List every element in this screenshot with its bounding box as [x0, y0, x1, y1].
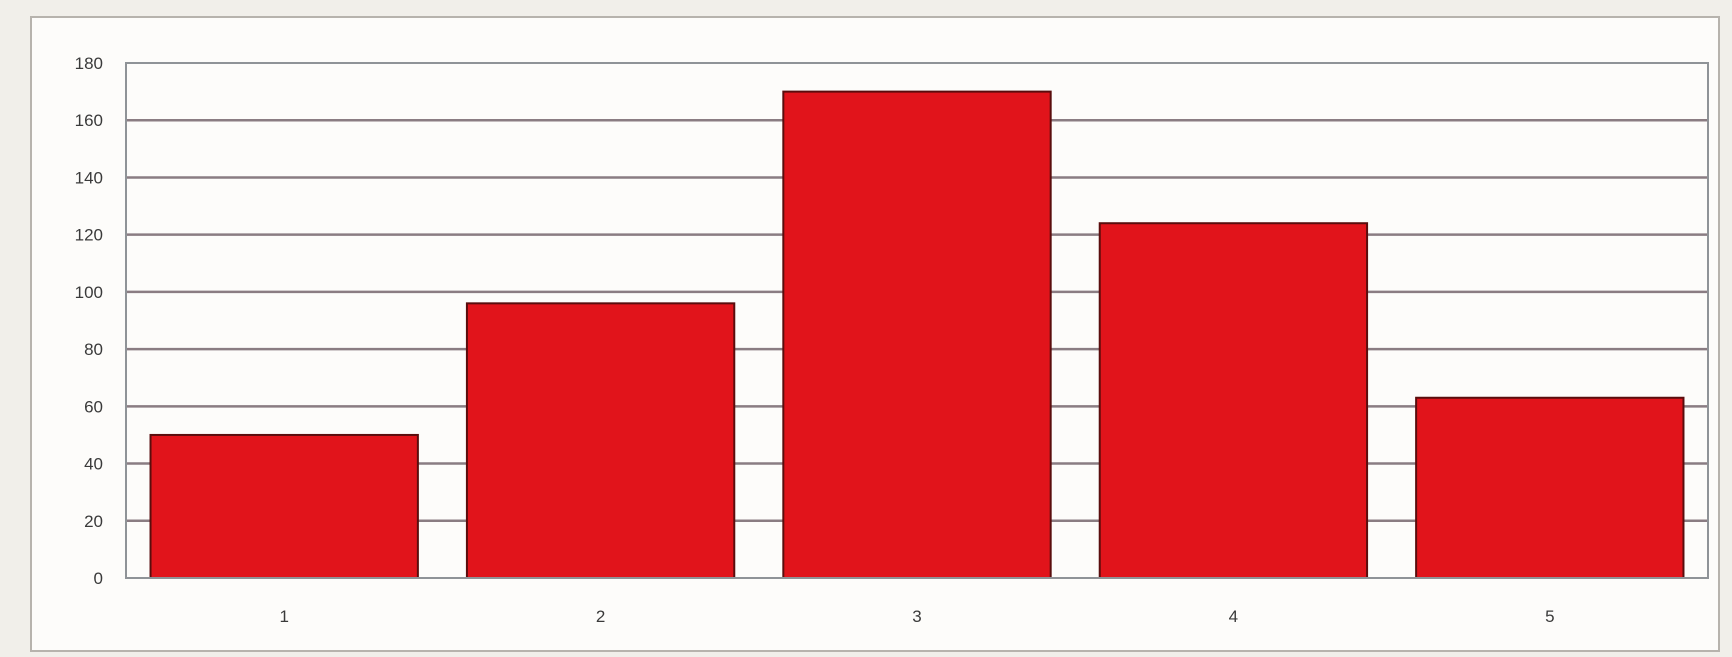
- bar-4: [1098, 222, 1369, 579]
- y-tick-label: 0: [94, 569, 103, 588]
- x-axis-ticks: 1 2 3 4 5: [279, 607, 1554, 626]
- bars: [149, 90, 1685, 580]
- bar-3: [782, 90, 1052, 579]
- bar-1: [149, 433, 419, 580]
- x-tick-label: 4: [1229, 607, 1238, 626]
- y-tick-label: 180: [75, 54, 103, 73]
- y-axis-ticks: 0 20 40 60 80 100 120 140 160 180: [75, 54, 103, 588]
- x-tick-label: 5: [1545, 607, 1554, 626]
- y-tick-label: 40: [84, 455, 103, 474]
- x-tick-label: 1: [279, 607, 288, 626]
- x-tick-label: 2: [596, 607, 605, 626]
- y-tick-label: 100: [75, 283, 103, 302]
- x-tick-label: 3: [912, 607, 921, 626]
- y-tick-label: 60: [84, 397, 103, 416]
- bar-5: [1415, 396, 1685, 579]
- y-tick-label: 120: [75, 226, 103, 245]
- y-tick-label: 80: [84, 340, 103, 359]
- y-tick-label: 160: [75, 111, 103, 130]
- plot-border: [125, 62, 1709, 579]
- y-tick-label: 140: [75, 168, 103, 187]
- y-tick-label: 20: [84, 512, 103, 531]
- bar-2: [465, 302, 736, 579]
